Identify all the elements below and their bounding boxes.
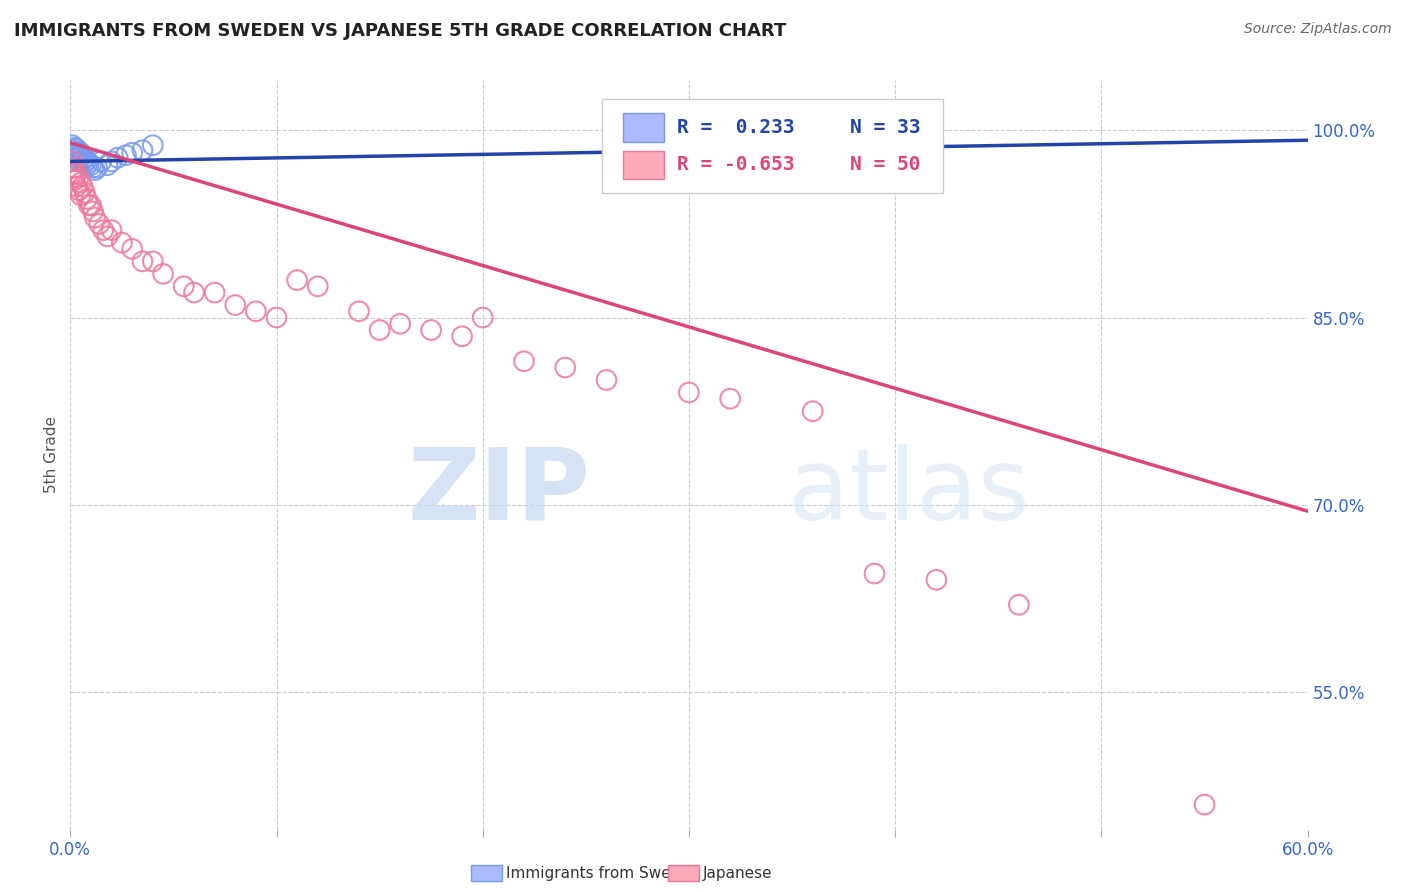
Point bbox=[368, 323, 391, 337]
Point bbox=[67, 145, 90, 159]
Point bbox=[307, 279, 329, 293]
Point bbox=[72, 153, 94, 168]
Point bbox=[100, 154, 122, 169]
Point bbox=[1008, 598, 1031, 612]
Point bbox=[115, 148, 138, 162]
Point bbox=[60, 148, 83, 162]
Point bbox=[925, 573, 948, 587]
Point bbox=[67, 183, 90, 197]
Point bbox=[76, 158, 98, 172]
Point bbox=[121, 242, 143, 256]
Text: R = -0.653: R = -0.653 bbox=[676, 155, 794, 175]
Point bbox=[89, 217, 111, 231]
Point bbox=[60, 138, 83, 153]
Point bbox=[84, 211, 107, 225]
Point bbox=[63, 145, 86, 160]
Text: R =  0.233: R = 0.233 bbox=[676, 118, 794, 137]
Point bbox=[142, 254, 165, 268]
Point bbox=[69, 151, 91, 165]
Text: N = 50: N = 50 bbox=[849, 155, 921, 175]
Point bbox=[100, 223, 122, 237]
Point bbox=[285, 273, 308, 287]
Point bbox=[73, 151, 96, 165]
Point bbox=[69, 145, 91, 160]
Point bbox=[183, 285, 205, 300]
Point bbox=[420, 323, 443, 337]
Text: Source: ZipAtlas.com: Source: ZipAtlas.com bbox=[1244, 22, 1392, 37]
Point bbox=[513, 354, 536, 368]
Point bbox=[67, 170, 90, 185]
Point bbox=[77, 198, 100, 212]
Point bbox=[90, 154, 112, 169]
Point bbox=[80, 198, 103, 212]
Point bbox=[107, 151, 129, 165]
Point bbox=[204, 285, 226, 300]
Point bbox=[60, 167, 83, 181]
Point bbox=[347, 304, 370, 318]
Point bbox=[91, 223, 114, 237]
Point bbox=[82, 161, 104, 175]
Point bbox=[111, 235, 134, 250]
Point bbox=[678, 385, 700, 400]
Point bbox=[73, 155, 96, 169]
Point bbox=[554, 360, 576, 375]
Point bbox=[1194, 797, 1216, 812]
Point bbox=[72, 148, 94, 162]
Text: atlas: atlas bbox=[787, 444, 1029, 541]
Bar bbox=[623, 151, 664, 179]
Y-axis label: 5th Grade: 5th Grade bbox=[44, 417, 59, 493]
Point bbox=[245, 304, 267, 318]
Text: Immigrants from Sweden: Immigrants from Sweden bbox=[506, 866, 700, 880]
Point bbox=[63, 173, 86, 187]
Point bbox=[142, 138, 165, 153]
Point bbox=[173, 279, 195, 293]
Point bbox=[60, 143, 83, 157]
Point bbox=[76, 192, 98, 206]
Point bbox=[65, 167, 87, 181]
Point bbox=[266, 310, 288, 325]
Point bbox=[77, 155, 100, 169]
Point bbox=[451, 329, 474, 343]
Point bbox=[152, 267, 174, 281]
Point bbox=[63, 151, 86, 165]
Point bbox=[82, 204, 104, 219]
Point bbox=[63, 161, 86, 175]
Point bbox=[121, 145, 143, 160]
Text: Japanese: Japanese bbox=[703, 866, 773, 880]
Point bbox=[69, 188, 91, 202]
Point bbox=[863, 566, 886, 581]
Point bbox=[595, 373, 617, 387]
Text: IMMIGRANTS FROM SWEDEN VS JAPANESE 5TH GRADE CORRELATION CHART: IMMIGRANTS FROM SWEDEN VS JAPANESE 5TH G… bbox=[14, 22, 786, 40]
Point bbox=[80, 158, 103, 172]
Point bbox=[131, 143, 153, 157]
Point bbox=[718, 392, 741, 406]
Point bbox=[60, 154, 83, 169]
Point bbox=[65, 179, 87, 194]
Point bbox=[389, 317, 412, 331]
Point bbox=[471, 310, 494, 325]
FancyBboxPatch shape bbox=[602, 99, 942, 193]
Point bbox=[72, 179, 94, 194]
Text: ZIP: ZIP bbox=[408, 444, 591, 541]
Point bbox=[96, 229, 118, 244]
Point bbox=[131, 254, 153, 268]
Point bbox=[67, 149, 90, 163]
Point bbox=[801, 404, 824, 418]
Point bbox=[63, 141, 86, 155]
Point bbox=[73, 186, 96, 200]
Point bbox=[69, 176, 91, 190]
Point bbox=[86, 161, 108, 175]
Point bbox=[67, 154, 90, 169]
Point bbox=[76, 153, 98, 168]
Bar bbox=[623, 113, 664, 142]
Point bbox=[65, 147, 87, 161]
Point bbox=[65, 142, 87, 156]
Point bbox=[96, 158, 118, 172]
Text: N = 33: N = 33 bbox=[849, 118, 921, 137]
Point bbox=[224, 298, 246, 312]
Point bbox=[84, 163, 107, 178]
Point bbox=[65, 152, 87, 166]
